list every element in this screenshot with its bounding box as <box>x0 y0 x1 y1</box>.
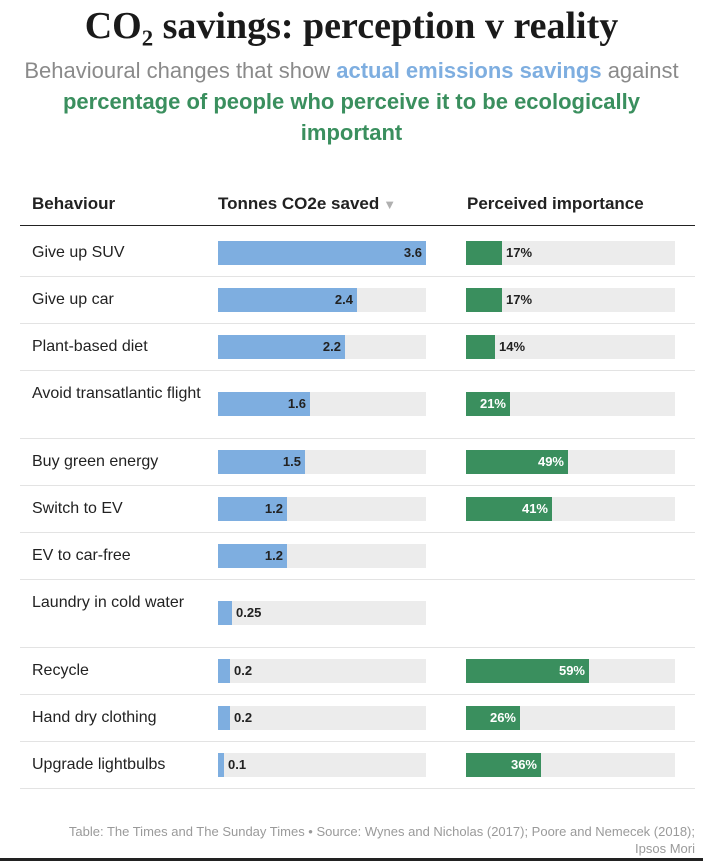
subtitle-intro: Behavioural changes that show <box>24 58 337 83</box>
perceived-value-label: 49% <box>537 454 564 469</box>
perceived-bar <box>466 335 495 359</box>
perceived-value-label: 17% <box>506 292 533 307</box>
behaviour-label: Upgrade lightbulbs <box>32 756 166 773</box>
perceived-bar <box>466 659 589 683</box>
tonnes-value-label: 1.2 <box>264 501 283 516</box>
perceived-track: 59% <box>466 659 675 683</box>
perceived-value-label: 59% <box>558 663 585 678</box>
sort-down-icon[interactable]: ▼ <box>383 197 397 212</box>
subtitle-blue-highlight: actual emissions savings <box>336 58 602 83</box>
tonnes-track: 2.2 <box>218 335 426 359</box>
table-row: Upgrade lightbulbs 0.1 36% <box>20 741 695 789</box>
behaviour-label: EV to car-free <box>32 547 131 564</box>
behaviour-label: Recycle <box>32 662 89 679</box>
tonnes-value-label: 2.4 <box>334 292 353 307</box>
table-row: Give up SUV 3.6 17% <box>20 229 695 277</box>
header-perceived: Perceived importance <box>467 194 644 213</box>
table-row: Laundry in cold water 0.25 <box>20 579 695 648</box>
perceived-bar <box>466 241 502 265</box>
tonnes-track: 1.2 <box>218 544 426 568</box>
tonnes-bar <box>218 544 287 568</box>
perceived-track: 41% <box>466 497 675 521</box>
tonnes-track: 0.2 <box>218 659 426 683</box>
tonnes-bar <box>218 288 357 312</box>
perceived-bar <box>466 497 552 521</box>
perceived-bar <box>466 392 510 416</box>
tonnes-track: 1.5 <box>218 450 426 474</box>
perceived-value-label: 26% <box>489 710 516 725</box>
header-tonnes-label: Tonnes CO2e saved <box>218 194 380 213</box>
table-row: Buy green energy 1.5 49% <box>20 438 695 486</box>
table-row: Avoid transatlantic flight 1.6 21% <box>20 370 695 439</box>
tonnes-bar <box>218 392 310 416</box>
subtitle-green-highlight: percentage of people who perceive it to … <box>62 89 641 145</box>
tonnes-bar <box>218 753 224 777</box>
perceived-value-label: 36% <box>510 757 537 772</box>
tonnes-value-label: 0.25 <box>236 605 262 620</box>
tonnes-track: 1.2 <box>218 497 426 521</box>
table-row: Plant-based diet 2.2 14% <box>20 323 695 371</box>
chart-title: CO₂ savings: perception v reality <box>84 5 619 47</box>
subtitle-against: against <box>601 58 679 83</box>
table-row: Hand dry clothing 0.2 26% <box>20 694 695 742</box>
behaviour-label: Hand dry clothing <box>32 709 157 726</box>
behaviour-label: Give up SUV <box>32 244 125 261</box>
header-behaviour: Behaviour <box>32 194 116 213</box>
header-tonnes[interactable]: Tonnes CO2e saved ▼ <box>218 194 396 214</box>
behaviour-label: Laundry in cold water <box>32 594 185 611</box>
perceived-bar <box>466 450 568 474</box>
behaviour-label: Switch to EV <box>32 500 123 517</box>
behaviour-label: Avoid transatlantic flight <box>32 385 201 402</box>
tonnes-value-label: 0.2 <box>234 710 253 725</box>
tonnes-bar <box>218 706 230 730</box>
tonnes-bar <box>218 601 232 625</box>
tonnes-track: 0.2 <box>218 706 426 730</box>
perceived-bar <box>466 288 502 312</box>
tonnes-bar <box>218 335 345 359</box>
tonnes-bar <box>218 450 305 474</box>
table-row: Switch to EV 1.2 41% <box>20 485 695 533</box>
tonnes-value-label: 1.5 <box>282 454 301 469</box>
tonnes-value-label: 3.6 <box>403 245 422 260</box>
bottom-divider <box>0 858 703 861</box>
tonnes-value-label: 0.1 <box>228 757 247 772</box>
perceived-value-label: 17% <box>506 245 533 260</box>
tonnes-value-label: 2.2 <box>322 339 341 354</box>
tonnes-value-label: 0.2 <box>234 663 253 678</box>
perceived-track: 21% <box>466 392 675 416</box>
tonnes-value-label: 1.6 <box>287 396 306 411</box>
table-row: Recycle 0.2 59% <box>20 647 695 695</box>
table-row: Give up car 2.4 17% <box>20 276 695 324</box>
tonnes-track: 0.25 <box>218 601 426 625</box>
perceived-track: 17% <box>466 288 675 312</box>
tonnes-track: 3.6 <box>218 241 426 265</box>
perceived-track: 17% <box>466 241 675 265</box>
perceived-value-label: 41% <box>521 501 548 516</box>
perceived-track: 49% <box>466 450 675 474</box>
behaviour-label: Buy green energy <box>32 453 159 470</box>
tonnes-value-label: 1.2 <box>264 548 283 563</box>
source-footer: Table: The Times and The Sunday Times • … <box>68 824 695 856</box>
tonnes-bar <box>218 659 230 683</box>
perceived-track: 26% <box>466 706 675 730</box>
perceived-value-label: 14% <box>499 339 526 354</box>
perceived-value-label: 21% <box>479 396 506 411</box>
tonnes-bar <box>218 497 287 521</box>
behaviour-label: Plant-based diet <box>32 338 148 355</box>
behaviour-label: Give up car <box>32 291 114 308</box>
perceived-bar <box>466 706 520 730</box>
table-row: EV to car-free 1.2 <box>20 532 695 580</box>
header-divider <box>20 225 695 226</box>
tonnes-bar <box>218 241 426 265</box>
chart-subtitle: Behavioural changes that show actual emi… <box>20 55 683 148</box>
tonnes-track: 0.1 <box>218 753 426 777</box>
perceived-track: 36% <box>466 753 675 777</box>
perceived-bar <box>466 753 541 777</box>
tonnes-track: 1.6 <box>218 392 426 416</box>
perceived-track: 14% <box>466 335 675 359</box>
tonnes-track: 2.4 <box>218 288 426 312</box>
